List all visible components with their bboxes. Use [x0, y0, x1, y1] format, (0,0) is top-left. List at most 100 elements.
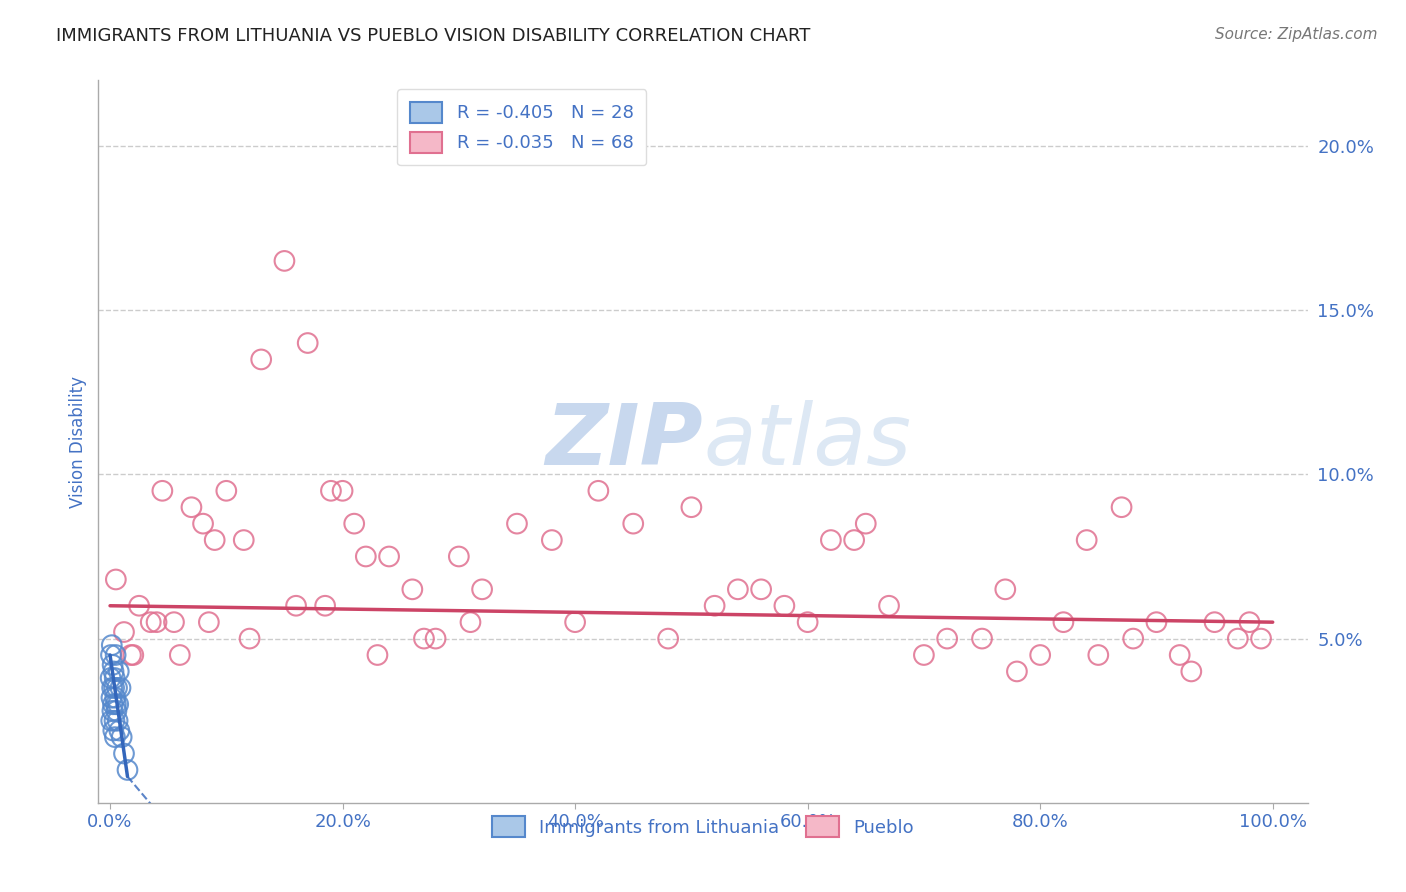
Point: [588, 483, 610, 498]
Point: [163, 615, 186, 630]
Point: [100, 690, 122, 705]
Point: [936, 632, 959, 646]
Point: [425, 632, 447, 646]
Point: [681, 500, 703, 515]
Point: [366, 648, 388, 662]
Point: [103, 714, 125, 728]
Text: Source: ZipAtlas.com: Source: ZipAtlas.com: [1215, 27, 1378, 42]
Point: [621, 516, 644, 531]
Point: [994, 582, 1017, 597]
Point: [796, 615, 818, 630]
Point: [107, 714, 129, 728]
Point: [120, 648, 142, 662]
Point: [912, 648, 935, 662]
Point: [1250, 632, 1272, 646]
Point: [198, 615, 221, 630]
Point: [104, 573, 127, 587]
Point: [1204, 615, 1226, 630]
Point: [104, 671, 127, 685]
Point: [727, 582, 749, 597]
Point: [855, 516, 877, 531]
Point: [319, 483, 342, 498]
Legend: Immigrants from Lithuania, Pueblo: Immigrants from Lithuania, Pueblo: [485, 809, 921, 845]
Point: [169, 648, 191, 662]
Point: [103, 723, 125, 738]
Point: [215, 483, 238, 498]
Point: [1180, 665, 1202, 679]
Point: [104, 648, 127, 662]
Point: [105, 681, 128, 695]
Point: [401, 582, 423, 597]
Point: [1005, 665, 1028, 679]
Point: [877, 599, 900, 613]
Point: [107, 698, 129, 712]
Point: [749, 582, 772, 597]
Point: [100, 648, 122, 662]
Point: [111, 730, 134, 744]
Point: [101, 657, 124, 672]
Point: [1122, 632, 1144, 646]
Point: [970, 632, 993, 646]
Point: [180, 500, 202, 515]
Point: [108, 723, 131, 738]
Point: [332, 483, 354, 498]
Point: [343, 516, 366, 531]
Point: [100, 714, 122, 728]
Point: [232, 533, 254, 547]
Point: [103, 681, 125, 695]
Point: [378, 549, 401, 564]
Point: [447, 549, 470, 564]
Point: [1239, 615, 1261, 630]
Point: [1052, 615, 1074, 630]
Point: [285, 599, 308, 613]
Point: [107, 665, 129, 679]
Point: [100, 671, 122, 685]
Point: [354, 549, 377, 564]
Point: [1144, 615, 1167, 630]
Point: [122, 648, 145, 662]
Y-axis label: Vision Disability: Vision Disability: [69, 376, 87, 508]
Point: [104, 698, 127, 712]
Point: [844, 533, 866, 547]
Point: [1111, 500, 1133, 515]
Point: [104, 690, 127, 705]
Point: [314, 599, 336, 613]
Point: [204, 533, 226, 547]
Point: [1076, 533, 1098, 547]
Point: [145, 615, 167, 630]
Point: [101, 704, 124, 718]
Text: IMMIGRANTS FROM LITHUANIA VS PUEBLO VISION DISABILITY CORRELATION CHART: IMMIGRANTS FROM LITHUANIA VS PUEBLO VISI…: [56, 27, 811, 45]
Point: [471, 582, 494, 597]
Point: [413, 632, 436, 646]
Point: [564, 615, 586, 630]
Point: [101, 638, 124, 652]
Point: [239, 632, 262, 646]
Point: [250, 352, 273, 367]
Point: [273, 254, 295, 268]
Point: [1029, 648, 1052, 662]
Point: [101, 698, 124, 712]
Point: [104, 730, 127, 744]
Point: [110, 681, 132, 695]
Point: [112, 625, 135, 640]
Point: [101, 681, 124, 695]
Text: atlas: atlas: [703, 400, 911, 483]
Point: [820, 533, 842, 547]
Point: [112, 747, 135, 761]
Point: [139, 615, 162, 630]
Point: [103, 665, 125, 679]
Text: ZIP: ZIP: [546, 400, 703, 483]
Point: [460, 615, 482, 630]
Point: [1226, 632, 1249, 646]
Point: [703, 599, 725, 613]
Point: [105, 704, 128, 718]
Point: [117, 763, 139, 777]
Point: [506, 516, 529, 531]
Point: [297, 336, 319, 351]
Point: [191, 516, 214, 531]
Point: [657, 632, 679, 646]
Point: [150, 483, 173, 498]
Point: [540, 533, 562, 547]
Point: [1087, 648, 1109, 662]
Point: [1168, 648, 1191, 662]
